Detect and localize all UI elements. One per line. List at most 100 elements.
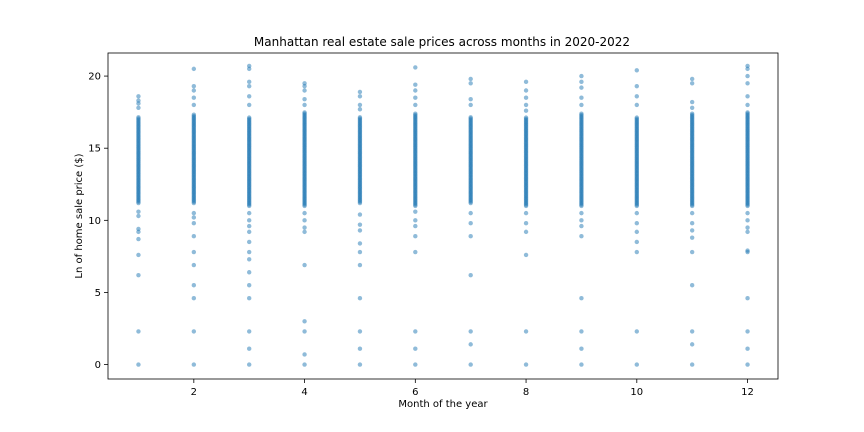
x-tick-label: 2 [191,387,197,398]
data-point [136,209,141,214]
data-point [745,249,750,255]
data-point [689,210,695,216]
data-point [136,213,141,219]
data-point [579,362,584,367]
data-point [468,76,473,82]
data-point [247,223,252,229]
data-point [191,83,197,89]
data-point [357,94,363,99]
data-point [579,233,584,239]
plot-area [136,63,750,367]
data-point [468,233,473,239]
data-point [302,225,307,230]
data-point [247,283,252,288]
data-point [302,88,307,93]
data-point [413,88,418,93]
data-point [136,252,141,258]
data-point [357,222,363,227]
data-point [136,105,141,111]
data-point [634,94,639,99]
data-point [689,235,695,240]
data-point [523,252,529,258]
data-point [191,221,197,226]
data-point [191,102,197,108]
data-point [634,229,639,235]
data-point [357,329,363,334]
data-point [689,283,695,288]
data-point [357,262,363,268]
data-point [468,96,473,102]
data-point [191,283,197,288]
data-point [413,209,418,214]
data-point [136,362,141,367]
data-point [579,95,584,100]
data-point [579,210,584,216]
axes-frame [107,52,779,380]
data-point [302,362,307,367]
data-point [136,229,141,235]
data-point [357,107,363,112]
data-point [413,249,418,255]
data-point [689,362,695,367]
data-point [689,249,695,255]
y-axis-label: Ln of home sale price ($) [74,153,85,278]
data-point [136,272,141,278]
data-point [247,210,252,216]
data-point [357,296,363,301]
data-point [247,257,252,262]
data-point [191,362,197,367]
data-point [579,329,584,334]
data-point [191,112,197,117]
data-point [468,81,473,86]
data-point [579,79,584,85]
data-point [191,215,197,220]
data-point [357,249,363,255]
data-point [247,79,252,85]
data-point [689,329,695,334]
data-point [413,346,418,351]
data-point [191,249,197,255]
data-point [136,329,141,334]
data-point [191,95,197,100]
data-point [413,233,418,239]
data-point [689,76,695,82]
data-point [136,101,141,106]
data-point [745,329,750,334]
data-point [468,329,473,334]
y-tick-label: 5 [95,288,101,299]
data-point [413,329,418,334]
data-point [136,115,141,120]
data-point [357,115,363,120]
data-point [523,221,529,226]
data-point [579,218,584,223]
data-point [745,225,750,230]
data-point [357,362,363,367]
data-point [302,83,307,89]
data-point [579,223,584,229]
data-point [468,342,473,347]
data-point [302,329,307,334]
data-point [579,73,584,79]
data-point [413,223,418,229]
data-point [413,111,418,116]
data-point [523,108,529,113]
data-point [745,73,750,79]
data-point [247,115,252,120]
data-point [357,89,363,95]
data-point [191,88,197,93]
x-tick-label: 4 [301,387,307,398]
data-point [634,68,639,73]
data-point [689,228,695,233]
data-point [413,95,418,100]
data-point [634,115,639,120]
data-point [302,319,307,324]
data-point [468,272,473,278]
data-point [634,83,639,89]
data-point [634,362,639,367]
data-point [357,102,363,108]
data-point [413,65,418,70]
data-point [689,111,695,116]
data-point [523,210,529,216]
data-point [745,110,750,115]
